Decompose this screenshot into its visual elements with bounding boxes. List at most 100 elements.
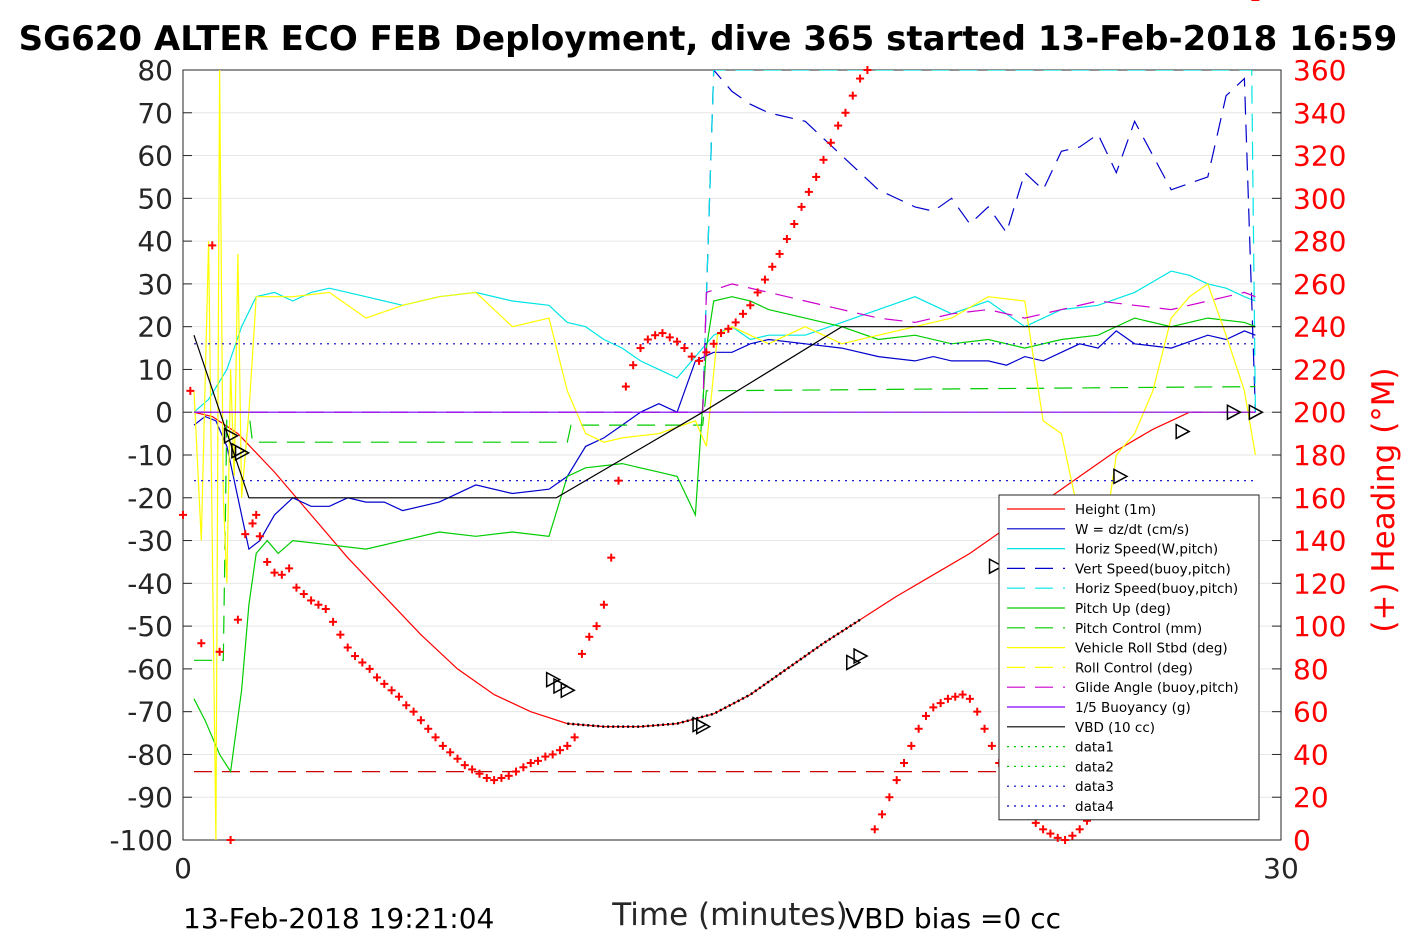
right-tick-label: 220 bbox=[1293, 353, 1346, 386]
heading-point bbox=[233, 615, 242, 624]
heading-point bbox=[548, 750, 557, 759]
legend-label: Height (1m) bbox=[1075, 502, 1156, 518]
heading-point bbox=[394, 692, 403, 701]
heading-point bbox=[790, 220, 799, 228]
heading-point bbox=[943, 694, 952, 703]
heading-point bbox=[973, 707, 982, 716]
heading-point bbox=[658, 329, 667, 338]
x-axis-label: Time (minutes) bbox=[611, 897, 847, 933]
triangle-marker bbox=[1175, 423, 1191, 440]
heading-point bbox=[921, 711, 930, 720]
heading-point bbox=[179, 510, 187, 519]
heading-point bbox=[702, 348, 711, 357]
heading-point bbox=[263, 557, 272, 566]
heading-point bbox=[512, 767, 521, 776]
right-tick-label: 20 bbox=[1293, 781, 1329, 814]
legend-label: Vert Speed(buoy,pitch) bbox=[1075, 561, 1231, 577]
heading-point bbox=[277, 570, 286, 579]
heading-point bbox=[252, 510, 261, 519]
heading-point bbox=[782, 234, 791, 243]
heading-point bbox=[834, 121, 843, 130]
heading-point bbox=[819, 155, 828, 164]
left-tick-label: 80 bbox=[137, 54, 173, 87]
triangle-marker bbox=[846, 654, 862, 671]
legend-entry: data3 bbox=[1007, 779, 1114, 795]
legend-label: W = dz/dt (cm/s) bbox=[1075, 522, 1189, 538]
left-tick-label: -10 bbox=[127, 439, 173, 472]
heading-point bbox=[431, 733, 440, 742]
heading-point bbox=[980, 724, 989, 733]
series-line-vert-speed-buoy-pitch bbox=[702, 70, 1256, 413]
heading-point bbox=[724, 324, 733, 333]
heading-point bbox=[629, 361, 638, 370]
triangle-marker bbox=[853, 647, 869, 665]
heading-point bbox=[215, 647, 224, 656]
triangle-marker bbox=[1113, 468, 1129, 485]
heading-point bbox=[409, 707, 418, 716]
heading-point bbox=[607, 553, 616, 562]
heading-point bbox=[892, 776, 901, 785]
triangle-marker bbox=[988, 557, 1005, 575]
heading-point bbox=[343, 643, 352, 652]
right-tick-label: 80 bbox=[1293, 653, 1329, 686]
legend-entry: data1 bbox=[1007, 740, 1114, 756]
triangle-marker bbox=[234, 444, 251, 462]
triangle-marker bbox=[1248, 403, 1264, 421]
heading-point bbox=[826, 138, 835, 147]
heading-point bbox=[497, 773, 506, 782]
right-tick-label: 320 bbox=[1293, 140, 1346, 173]
right-tick-label: 100 bbox=[1293, 610, 1346, 643]
left-tick-label: -60 bbox=[127, 653, 173, 686]
heading-point bbox=[1046, 829, 1055, 838]
legend-label: data4 bbox=[1075, 799, 1114, 815]
heading-point bbox=[534, 756, 543, 765]
right-tick-label: 260 bbox=[1293, 268, 1346, 301]
heading-point bbox=[907, 741, 916, 750]
depth-trough-dots bbox=[567, 618, 861, 728]
heading-point bbox=[358, 658, 367, 667]
series-layer bbox=[193, 70, 1256, 840]
legend-entry: 1/5 Buoyancy (g) bbox=[1007, 700, 1191, 716]
heading-point bbox=[241, 530, 250, 539]
heading-point bbox=[951, 692, 960, 701]
legend-entry: VBD (10 cc) bbox=[1007, 720, 1155, 736]
heading-point bbox=[336, 630, 345, 639]
heading-point bbox=[878, 810, 887, 819]
heading-point bbox=[577, 649, 586, 658]
heading-point bbox=[863, 66, 872, 74]
heading-point bbox=[380, 679, 389, 688]
x-tick-label: 0 bbox=[174, 852, 192, 885]
heading-point bbox=[1039, 825, 1048, 834]
heading-point bbox=[402, 701, 411, 710]
heading-point bbox=[870, 825, 879, 834]
legend-entry: Pitch Up (deg) bbox=[1007, 601, 1171, 617]
chart-title: SG620 ALTER ECO FEB Deployment, dive 365… bbox=[19, 19, 1398, 59]
heading-point bbox=[841, 108, 850, 117]
legend-label: Pitch Up (deg) bbox=[1075, 601, 1171, 617]
heading-point bbox=[490, 776, 499, 785]
legend-label: Horiz Speed(buoy,pitch) bbox=[1075, 581, 1238, 597]
heading-point bbox=[731, 318, 740, 327]
heading-point bbox=[526, 759, 535, 767]
right-y-axis-label: (+) Heading (°M) bbox=[1366, 367, 1402, 632]
heading-point bbox=[329, 617, 338, 626]
legend-entry: data2 bbox=[1007, 759, 1114, 775]
legend-label: Vehicle Roll Stbd (deg) bbox=[1075, 641, 1228, 657]
legend-entry: Horiz Speed(W,pitch) bbox=[1007, 542, 1218, 558]
heading-point bbox=[680, 344, 689, 353]
series-line-horiz-speed-buoy-pitch bbox=[702, 70, 1256, 413]
legend-label: Glide Angle (buoy,pitch) bbox=[1075, 680, 1239, 696]
heading-point bbox=[468, 765, 477, 774]
heading-point bbox=[958, 690, 967, 699]
heading-point bbox=[255, 532, 264, 541]
left-tick-label: 0 bbox=[155, 396, 173, 429]
heading-point bbox=[186, 386, 195, 395]
right-tick-label: 60 bbox=[1293, 696, 1329, 729]
triangle-marker bbox=[560, 682, 576, 699]
right-tick-label: 340 bbox=[1293, 97, 1346, 130]
series-line-vbd-10-cc bbox=[193, 326, 1256, 499]
heading-point bbox=[208, 241, 217, 250]
heading-point bbox=[570, 733, 579, 742]
heading-point bbox=[885, 793, 894, 802]
heading-point bbox=[709, 339, 718, 348]
